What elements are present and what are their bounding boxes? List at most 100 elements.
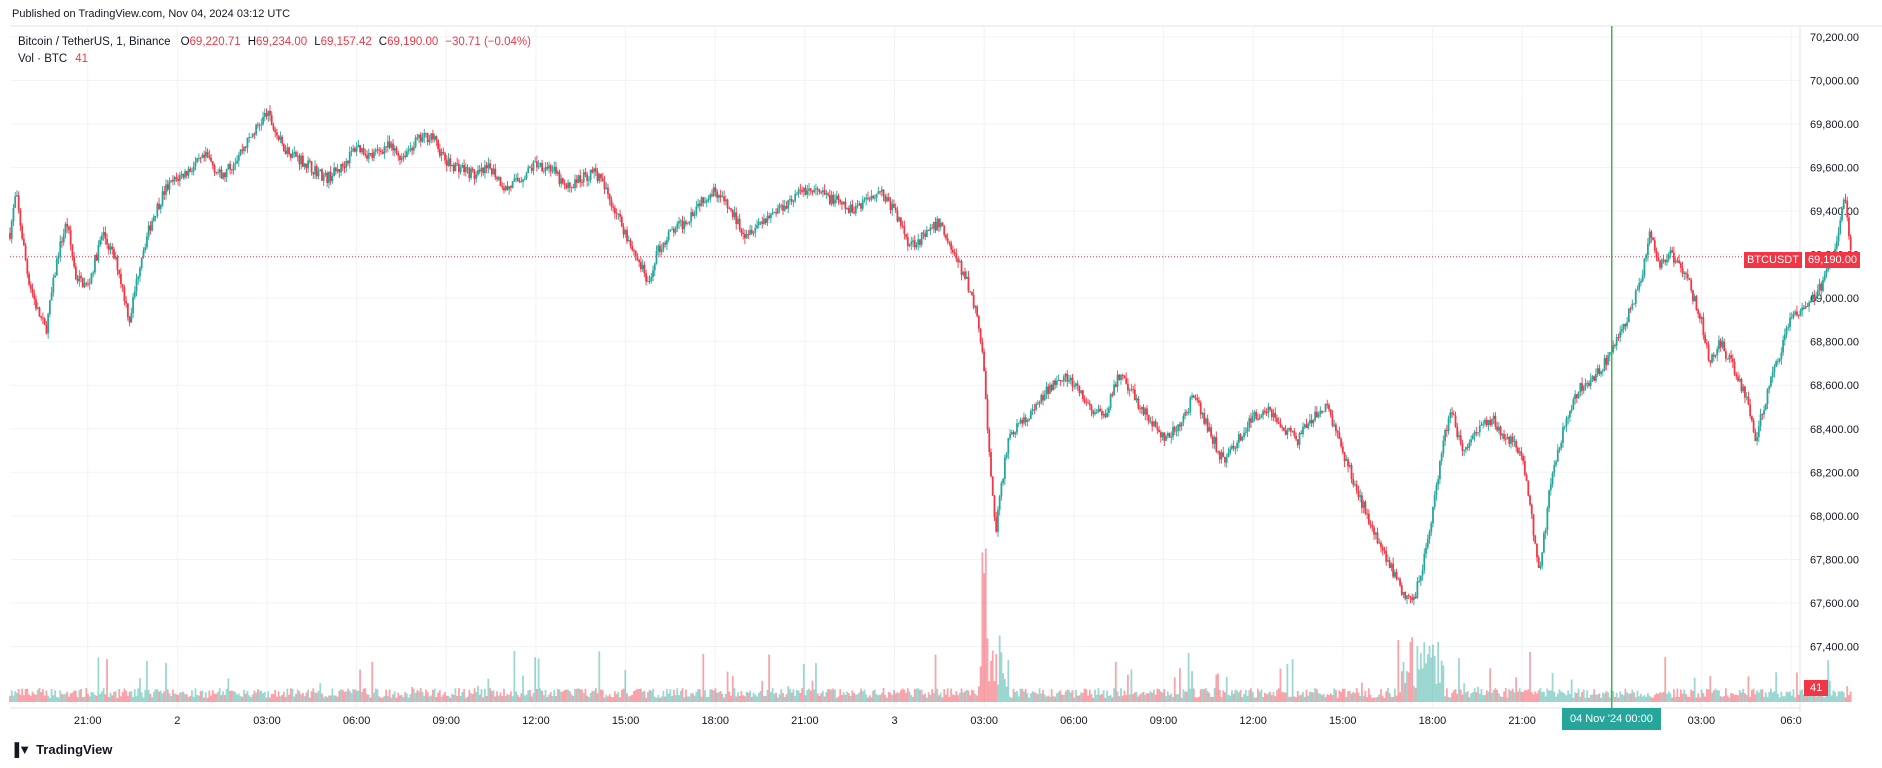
candle-body <box>601 178 604 182</box>
candle-body <box>721 196 724 198</box>
candle-body <box>551 171 554 172</box>
candle-body <box>1061 380 1063 382</box>
volume-bar <box>778 694 781 702</box>
candle-body <box>380 150 382 153</box>
candle-body <box>281 136 284 144</box>
volume-scale-tag: 41 <box>1804 680 1829 696</box>
candle-body <box>1721 341 1724 348</box>
candle-body <box>789 199 791 201</box>
candle-body <box>695 206 698 215</box>
volume-bar <box>182 691 185 702</box>
volume-bar <box>548 694 550 702</box>
tradingview-logo[interactable]: ▐▼ TradingView <box>10 742 112 757</box>
volume-bar <box>1208 692 1211 702</box>
candle-body <box>284 150 287 155</box>
volume-bar <box>133 689 136 702</box>
candle-body <box>1016 423 1018 433</box>
candle-body <box>1104 413 1107 418</box>
candle-body <box>288 147 290 154</box>
candle-body <box>527 167 530 173</box>
candle-body <box>1324 403 1327 412</box>
x-tick-label: 2 <box>174 715 180 727</box>
volume-bar <box>69 693 72 702</box>
candle-body <box>1244 431 1247 433</box>
candle-body <box>780 205 783 206</box>
candle-body <box>594 168 597 172</box>
candle-body <box>1579 383 1582 392</box>
candle-body <box>681 220 684 230</box>
candle-body <box>66 223 69 227</box>
candle-body <box>1215 437 1218 452</box>
candle-body <box>158 203 160 209</box>
volume-bar <box>1147 693 1150 702</box>
candle-body <box>1236 442 1239 449</box>
candle-body <box>494 168 497 178</box>
candle-body <box>146 236 148 248</box>
volume-bar <box>1073 697 1076 702</box>
volume-bar <box>340 689 342 702</box>
volume-bar <box>1704 696 1706 702</box>
candle-body <box>856 205 859 207</box>
candle-body <box>917 239 920 245</box>
candle-body <box>1702 317 1705 335</box>
volume-bar <box>771 688 774 702</box>
candle-body <box>1506 436 1509 440</box>
candle-body <box>1421 570 1424 576</box>
volume-bar <box>1605 691 1608 702</box>
volume-value: 41 <box>75 53 89 65</box>
volume-bar <box>1501 696 1504 702</box>
volume-bar <box>816 693 819 702</box>
candle-body <box>1669 250 1672 255</box>
candle-body <box>901 225 904 227</box>
volume-bar <box>894 693 897 702</box>
x-tick-label: 12:00 <box>1239 715 1267 727</box>
candle-body <box>1692 290 1694 302</box>
candle-body <box>1234 448 1237 449</box>
candle-body <box>1712 354 1715 357</box>
candle-body <box>373 151 375 158</box>
candle-body <box>906 237 909 247</box>
candle-body <box>759 221 762 223</box>
volume-bar <box>1114 661 1117 702</box>
candle-body <box>1137 398 1140 409</box>
volume-bar <box>560 691 563 702</box>
candle-body <box>520 181 523 183</box>
candle-body <box>1000 483 1003 497</box>
candle-body <box>1047 386 1050 394</box>
tradingview-logo-icon: ▐▼ <box>10 742 31 757</box>
volume-bar <box>142 697 145 702</box>
candle-body <box>1555 461 1557 465</box>
volume-bar <box>341 689 344 702</box>
candle-body <box>931 227 933 229</box>
volume-bar <box>80 689 82 702</box>
volume-bar <box>444 691 446 702</box>
volume-bar <box>1272 691 1275 702</box>
candle-body <box>211 161 214 166</box>
candle-body <box>1697 309 1700 314</box>
candle-body <box>99 240 102 245</box>
candle-body <box>1042 395 1044 401</box>
volume-label[interactable]: Vol · BTC <box>18 53 68 65</box>
candle-body <box>508 186 511 190</box>
volume-bar <box>738 695 741 702</box>
volume-bar <box>839 689 842 702</box>
volume-bar <box>818 695 821 702</box>
volume-bar <box>1361 682 1363 702</box>
volume-bar <box>29 695 32 702</box>
candle-body <box>565 184 568 189</box>
volume-bar <box>1522 692 1525 702</box>
candle-body <box>1354 484 1356 486</box>
candle-body <box>31 288 34 294</box>
candle-body <box>1454 415 1457 427</box>
volume-bar <box>1185 691 1188 702</box>
candle-body <box>1605 358 1608 365</box>
candle-body <box>154 216 157 217</box>
candle-body <box>530 167 533 171</box>
candle-body <box>1418 581 1421 582</box>
candle-body <box>1459 435 1462 444</box>
symbol-title[interactable]: Bitcoin / TetherUS, 1, Binance <box>18 36 171 48</box>
volume-bar <box>1801 689 1804 702</box>
candle-body <box>674 228 677 233</box>
volume-bar <box>537 658 540 702</box>
